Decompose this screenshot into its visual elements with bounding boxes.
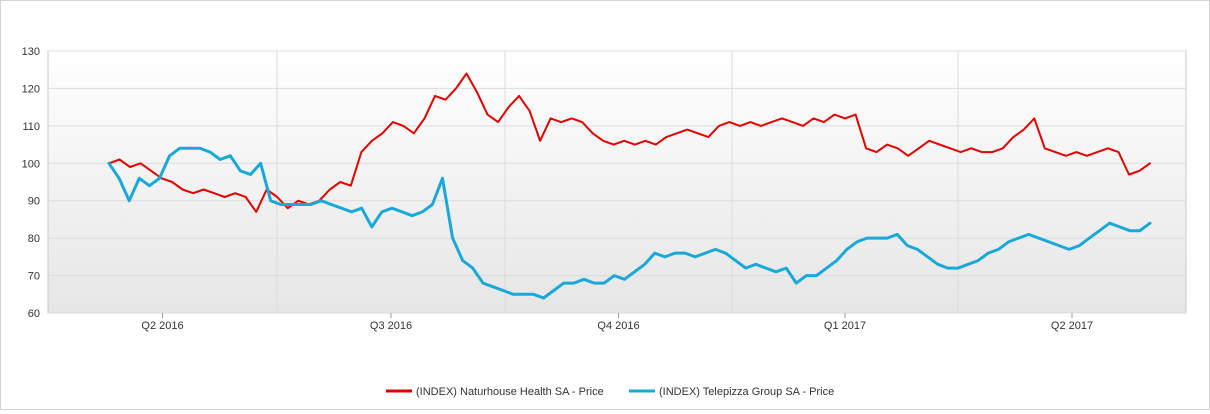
legend-label: (INDEX) Naturhouse Health SA - Price <box>416 386 604 398</box>
y-tick-label: 100 <box>22 158 40 170</box>
gridlines <box>48 50 1186 314</box>
y-axis: 60 70 80 90 100 110 120 130 <box>22 46 40 320</box>
y-tick-label: 130 <box>22 46 40 58</box>
series-lines <box>107 72 1152 300</box>
x-tick-label: Q4 2016 <box>597 320 639 332</box>
x-tick-label: Q2 2016 <box>141 320 183 332</box>
x-axis: Q2 2016 Q3 2016 Q4 2016 Q1 2017 Q2 2017 <box>141 313 1093 332</box>
y-tick-label: 90 <box>28 196 40 208</box>
legend: (INDEX) Naturhouse Health SA - Price (IND… <box>386 386 834 398</box>
y-tick-label: 60 <box>28 308 40 320</box>
legend-label: (INDEX) Telepizza Group SA - Price <box>659 386 834 398</box>
y-tick-label: 120 <box>22 83 40 95</box>
plot-area <box>47 50 1187 314</box>
x-tick-label: Q1 2017 <box>824 320 866 332</box>
y-tick-label: 80 <box>28 233 40 245</box>
y-tick-label: 70 <box>28 271 40 283</box>
y-tick-label: 110 <box>22 121 40 133</box>
series-line-1 <box>108 72 1151 213</box>
x-tick-label: Q3 2016 <box>370 320 412 332</box>
series-line-2 <box>107 146 1152 300</box>
x-tick-label: Q2 2017 <box>1051 320 1093 332</box>
